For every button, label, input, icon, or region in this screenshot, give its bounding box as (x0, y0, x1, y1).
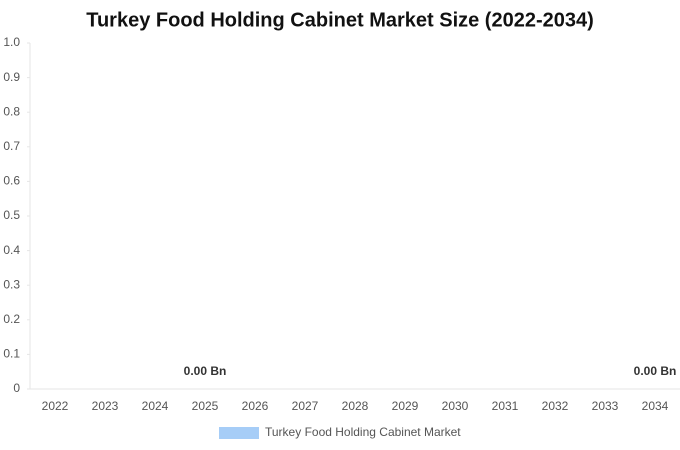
y-tick-label: 0.3 (3, 277, 20, 291)
y-tick-label: 0.1 (3, 347, 20, 361)
x-tick-label: 2034 (642, 399, 669, 413)
x-tick-label: 2027 (292, 399, 319, 413)
y-tick-label: 0.9 (3, 70, 20, 84)
value-label: 0.00 Bn (634, 364, 677, 378)
legend-swatch (219, 427, 259, 439)
x-tick-label: 2031 (492, 399, 519, 413)
y-tick-label: 0.5 (3, 208, 20, 222)
y-tick-label: 0.6 (3, 174, 20, 188)
x-tick-label: 2028 (342, 399, 369, 413)
x-tick-label: 2032 (542, 399, 569, 413)
y-tick-label: 0.7 (3, 139, 20, 153)
y-tick-label: 0.2 (3, 312, 20, 326)
x-tick-label: 2023 (92, 399, 119, 413)
y-tick-label: 0 (13, 381, 20, 395)
x-tick-label: 2029 (392, 399, 419, 413)
x-tick-label: 2030 (442, 399, 469, 413)
y-tick-label: 1.0 (3, 35, 20, 49)
x-tick-label: 2024 (142, 399, 169, 413)
value-label: 0.00 Bn (184, 364, 227, 378)
y-tick-label: 0.8 (3, 104, 20, 118)
x-tick-label: 2022 (42, 399, 69, 413)
x-tick-label: 2033 (592, 399, 619, 413)
y-tick-label: 0.4 (3, 243, 20, 257)
legend-label: Turkey Food Holding Cabinet Market (265, 425, 461, 439)
x-tick-label: 2026 (242, 399, 269, 413)
x-tick-label: 2025 (192, 399, 219, 413)
chart-title: Turkey Food Holding Cabinet Market Size … (86, 9, 594, 31)
